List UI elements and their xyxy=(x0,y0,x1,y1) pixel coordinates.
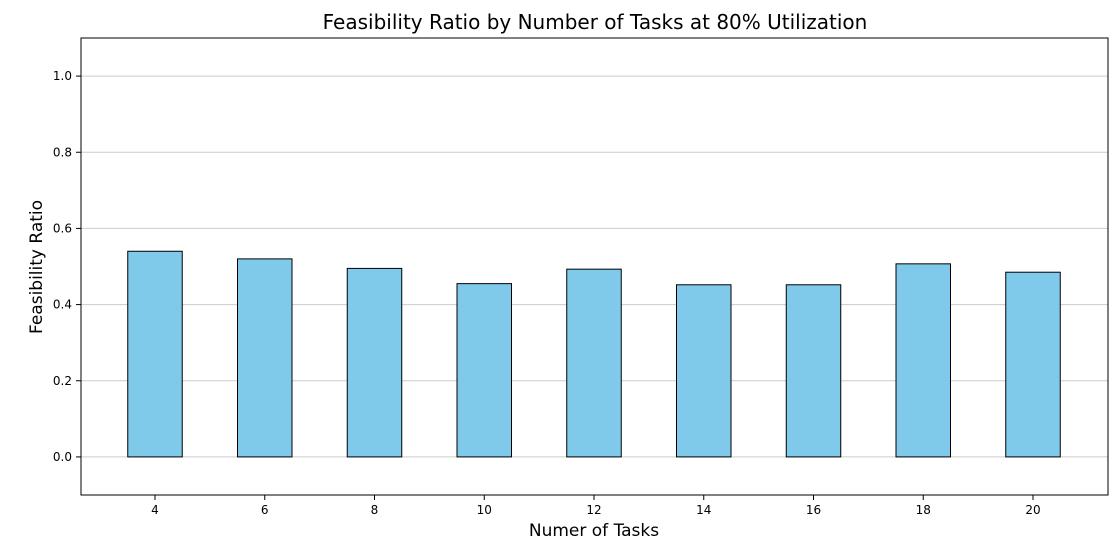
x-tick-label: 18 xyxy=(916,503,931,517)
x-tick-label: 14 xyxy=(696,503,711,517)
y-tick-label: 0.2 xyxy=(53,374,72,388)
x-tick-label: 16 xyxy=(806,503,821,517)
y-axis-label: Feasibility Ratio xyxy=(27,200,47,334)
y-axis-ticks: 0.0 0.2 0.4 0.6 0.8 1.0 xyxy=(53,69,81,464)
x-tick-label: 12 xyxy=(586,503,601,517)
x-axis-ticks: 4 6 8 10 12 14 16 18 20 xyxy=(151,495,1041,517)
y-tick-label: 1.0 xyxy=(53,69,72,83)
y-tick-label: 0.6 xyxy=(53,221,72,235)
x-axis-label: Numer of Tasks xyxy=(529,521,659,541)
chart-title: Feasibility Ratio by Number of Tasks at … xyxy=(323,10,868,34)
bar-6 xyxy=(237,258,293,458)
bar-18 xyxy=(895,263,951,458)
y-tick-label: 0.4 xyxy=(53,298,72,312)
bar-12 xyxy=(566,268,622,458)
bars xyxy=(127,250,1061,458)
x-tick-label: 8 xyxy=(371,503,379,517)
bar-16 xyxy=(785,284,842,458)
x-tick-label: 4 xyxy=(151,503,159,517)
x-tick-label: 6 xyxy=(261,503,269,517)
bar-4 xyxy=(127,250,183,458)
y-tick-label: 0.0 xyxy=(53,450,72,464)
bar-10 xyxy=(456,283,512,458)
y-tick-label: 0.8 xyxy=(53,145,72,159)
bar-8 xyxy=(346,267,403,458)
bar-14 xyxy=(676,284,732,458)
x-tick-label: 20 xyxy=(1025,503,1040,517)
bar-20 xyxy=(1005,271,1061,458)
x-tick-label: 10 xyxy=(477,503,492,517)
